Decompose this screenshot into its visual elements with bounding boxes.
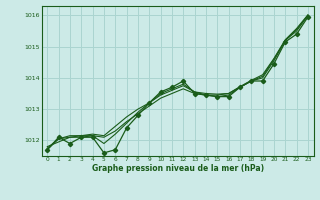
X-axis label: Graphe pression niveau de la mer (hPa): Graphe pression niveau de la mer (hPa) <box>92 164 264 173</box>
